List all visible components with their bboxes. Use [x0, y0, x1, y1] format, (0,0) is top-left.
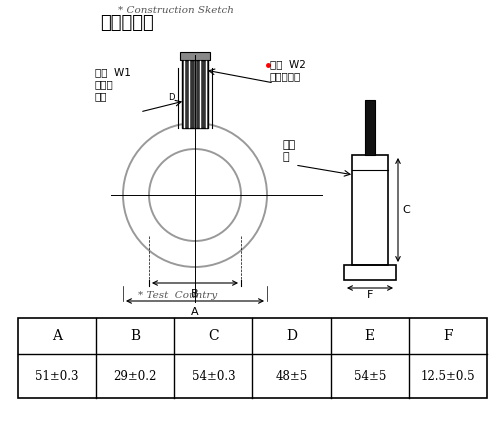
Text: 灌封: 灌封	[283, 140, 296, 150]
Text: B: B	[191, 289, 199, 299]
Text: C: C	[402, 205, 410, 215]
Text: D: D	[169, 93, 175, 102]
Text: A: A	[191, 307, 199, 317]
Text: 外型尺寸图: 外型尺寸图	[100, 14, 154, 32]
Text: D: D	[286, 329, 297, 343]
Text: C: C	[208, 329, 219, 343]
Text: A: A	[52, 329, 62, 343]
Text: （棕灰色）: （棕灰色）	[270, 71, 301, 81]
Text: 48±5: 48±5	[276, 369, 308, 382]
Bar	[18, 318, 487, 398]
Bar	[182, 60, 208, 128]
Text: E: E	[365, 329, 375, 343]
Text: * Construction Sketch: * Construction Sketch	[118, 6, 234, 15]
Text: 54±0.3: 54±0.3	[192, 369, 235, 382]
Text: F: F	[367, 290, 373, 300]
Text: 大组  W1: 大组 W1	[95, 67, 131, 77]
Text: B: B	[130, 329, 140, 343]
Text: 面: 面	[283, 152, 290, 162]
Text: 12.5±0.5: 12.5±0.5	[421, 369, 475, 382]
Text: 色）: 色）	[95, 91, 108, 101]
Text: （棕灰: （棕灰	[95, 79, 114, 89]
Text: 小组  W2: 小组 W2	[270, 59, 306, 69]
Text: F: F	[443, 329, 453, 343]
Text: 29±0.2: 29±0.2	[114, 369, 157, 382]
Text: 54±5: 54±5	[354, 369, 386, 382]
Bar	[365, 100, 375, 155]
Text: * Test  Country: * Test Country	[138, 291, 217, 300]
Bar	[344, 265, 396, 280]
Bar	[180, 52, 210, 60]
Bar	[352, 155, 388, 265]
Text: 51±0.3: 51±0.3	[35, 369, 79, 382]
